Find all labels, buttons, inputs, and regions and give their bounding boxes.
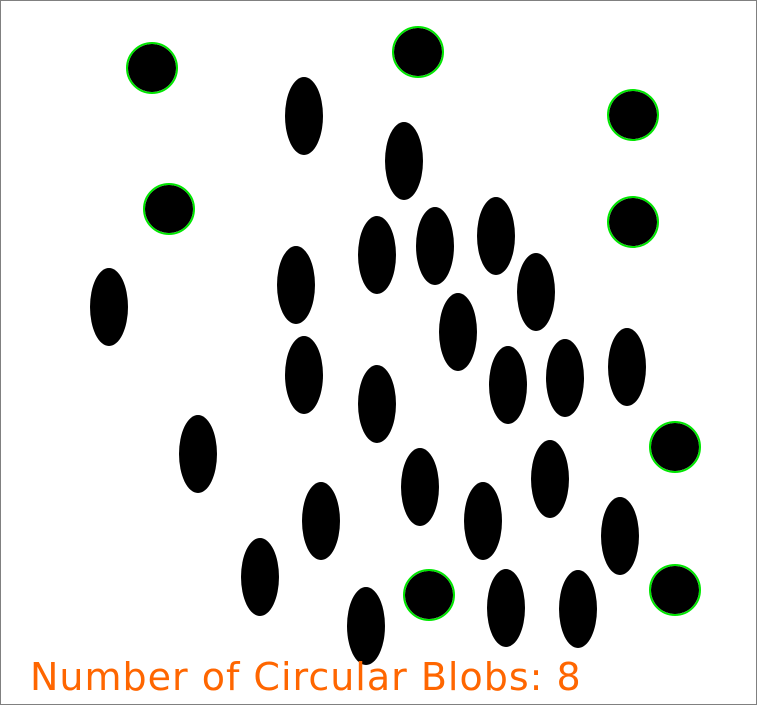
elliptical-blob bbox=[285, 336, 323, 414]
circular-blob bbox=[143, 183, 195, 235]
elliptical-blob bbox=[358, 216, 396, 294]
elliptical-blob bbox=[277, 246, 315, 324]
elliptical-blob bbox=[464, 482, 502, 560]
circular-blob bbox=[649, 421, 701, 473]
detection-ring bbox=[607, 196, 659, 248]
elliptical-blob bbox=[517, 253, 555, 331]
elliptical-blob bbox=[90, 268, 128, 346]
elliptical-blob bbox=[487, 569, 525, 647]
detection-ring bbox=[607, 89, 659, 141]
elliptical-blob bbox=[241, 538, 279, 616]
elliptical-blobs bbox=[90, 77, 646, 665]
circular-blob-fill bbox=[651, 566, 699, 614]
circular-blob bbox=[607, 89, 659, 141]
elliptical-blob bbox=[401, 448, 439, 526]
elliptical-blob bbox=[285, 77, 323, 155]
circular-blob bbox=[126, 42, 178, 94]
elliptical-blob bbox=[302, 482, 340, 560]
elliptical-blob bbox=[358, 365, 396, 443]
detection-ring bbox=[126, 42, 178, 94]
elliptical-blob bbox=[608, 328, 646, 406]
detection-ring bbox=[143, 183, 195, 235]
elliptical-blob bbox=[416, 207, 454, 285]
circular-blobs bbox=[126, 26, 701, 621]
circular-blob bbox=[607, 196, 659, 248]
circular-blob bbox=[392, 26, 444, 78]
elliptical-blob bbox=[601, 497, 639, 575]
detection-ring bbox=[649, 421, 701, 473]
elliptical-blob bbox=[347, 587, 385, 665]
elliptical-blob bbox=[179, 415, 217, 493]
circular-blob-fill bbox=[609, 91, 657, 139]
elliptical-blob bbox=[489, 346, 527, 424]
elliptical-blob bbox=[477, 197, 515, 275]
detection-ring bbox=[649, 564, 701, 616]
circular-blob-fill bbox=[609, 198, 657, 246]
circular-blob-fill bbox=[405, 571, 453, 619]
circular-blob-fill bbox=[128, 44, 176, 92]
elliptical-blob bbox=[559, 570, 597, 648]
circular-blob-fill bbox=[394, 28, 442, 76]
elliptical-blob bbox=[546, 339, 584, 417]
elliptical-blob bbox=[439, 293, 477, 371]
elliptical-blob bbox=[531, 440, 569, 518]
elliptical-blob bbox=[385, 122, 423, 200]
detection-ring bbox=[392, 26, 444, 78]
circular-blob-fill bbox=[651, 423, 699, 471]
circular-blob-fill bbox=[145, 185, 193, 233]
circular-blob bbox=[649, 564, 701, 616]
blob-count-caption: Number of Circular Blobs: 8 bbox=[30, 655, 582, 699]
circular-blob bbox=[403, 569, 455, 621]
detection-ring bbox=[403, 569, 455, 621]
